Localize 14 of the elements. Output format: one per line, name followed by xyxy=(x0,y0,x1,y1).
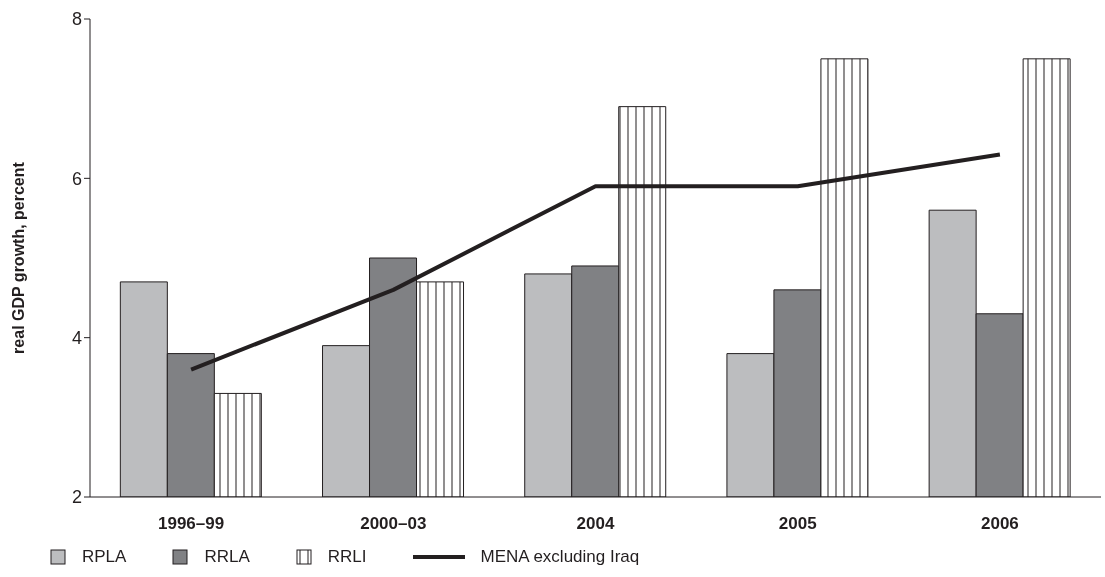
legend-label: MENA excluding Iraq xyxy=(480,547,640,567)
y-tick-label: 8 xyxy=(71,9,82,30)
x-tick-label: 2004 xyxy=(576,514,615,534)
x-tick-label: 2006 xyxy=(980,514,1019,534)
y-tick-label: 4 xyxy=(71,328,82,349)
legend-label: RRLA xyxy=(204,547,250,567)
legend-label: RPLA xyxy=(82,547,127,567)
legend-label: RRLI xyxy=(327,547,367,567)
y-tick-label: 2 xyxy=(71,487,82,508)
x-tick-label: 2000–03 xyxy=(360,514,427,534)
y-axis-title: real GDP growth, percent xyxy=(9,161,27,354)
x-tick-label: 1996–99 xyxy=(158,514,225,534)
x-tick-label: 2005 xyxy=(778,514,817,534)
y-tick-label: 6 xyxy=(71,168,82,189)
